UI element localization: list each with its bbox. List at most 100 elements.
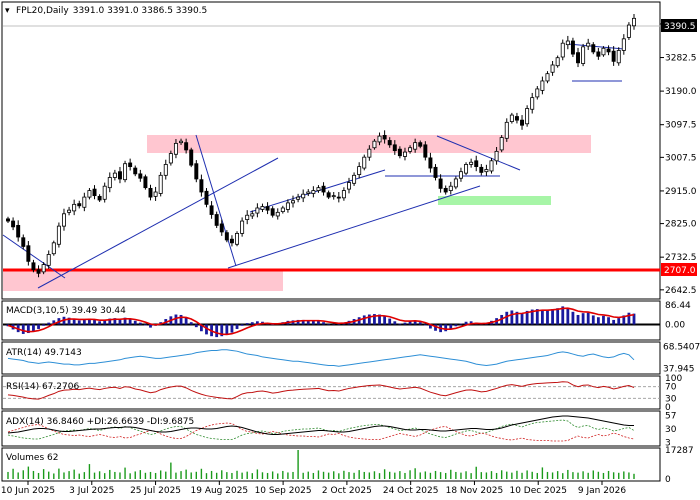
candle-body — [92, 188, 97, 197]
macd-bar — [586, 312, 590, 325]
candle-body — [464, 164, 469, 174]
macd-bar — [144, 324, 147, 326]
candle-body — [418, 142, 423, 147]
candle-body — [499, 137, 504, 151]
macd-bar — [429, 324, 432, 329]
macd-bar — [357, 317, 361, 325]
candle-body — [97, 195, 102, 201]
macd-bar — [464, 321, 468, 325]
adx-label: ADX(14) 36.8460 +DI:26.6639 -DI:9.6875 — [6, 417, 194, 427]
candle-body — [138, 173, 143, 179]
adx-pane[interactable] — [1, 410, 661, 447]
candles-group — [6, 13, 636, 278]
date-tick-label: 18 Nov 2025 — [446, 486, 504, 496]
macd-bar — [189, 322, 193, 325]
candle-body — [367, 148, 372, 158]
macd-bar — [617, 318, 621, 325]
candle-body — [270, 208, 275, 216]
macd-bar — [240, 324, 244, 326]
candle-body — [540, 80, 545, 91]
candle-body — [179, 140, 184, 144]
rsi-tick-label: 100 — [665, 374, 682, 384]
candle-body — [51, 242, 56, 255]
candle-body — [184, 142, 189, 151]
candle-body — [173, 142, 178, 155]
macd-bar — [546, 310, 549, 325]
date-tick-label: 10 Jun 2025 — [1, 486, 55, 496]
candle-body — [357, 166, 362, 175]
candle-body — [336, 196, 341, 199]
price-tick-label: 2825.0 — [665, 220, 697, 230]
candle-body — [402, 151, 407, 157]
macd-bar — [26, 324, 30, 334]
macd-bar — [469, 321, 473, 325]
macd-bar — [373, 314, 376, 325]
candle-body — [611, 50, 616, 62]
macd-label: MACD(3,10,5) 39.49 30.44 — [6, 306, 126, 316]
macd-bar — [32, 324, 35, 332]
date-tick-label: 10 Dec 2025 — [509, 486, 567, 496]
date-tick-label: 9 Jan 2026 — [578, 486, 626, 496]
macd-bar — [225, 324, 229, 335]
macd-bar — [581, 313, 585, 325]
price-tick-label: 3282.5 — [665, 54, 697, 64]
macd-bar — [301, 319, 305, 325]
candle-body — [626, 24, 631, 38]
candle-body — [443, 187, 448, 193]
channel-lower — [227, 185, 481, 269]
volume-pane[interactable] — [1, 447, 661, 482]
macd-bar — [306, 320, 310, 325]
candle-body — [133, 167, 138, 175]
candle-body — [632, 17, 636, 27]
candle-body — [46, 254, 51, 266]
green-zone — [438, 196, 551, 205]
date-tick-label: 25 Jul 2025 — [130, 486, 181, 496]
adx-line — [7, 415, 634, 435]
candle-body — [601, 47, 606, 56]
candle-body — [296, 196, 301, 200]
macd-bar — [413, 320, 417, 325]
candle-body — [570, 40, 575, 55]
candle-body — [265, 206, 270, 211]
candle-body — [514, 116, 519, 121]
candle-body — [413, 142, 418, 150]
candle-body — [21, 237, 26, 247]
candle-body — [535, 88, 540, 98]
rsi-label: RSI(14) 67.2706 — [6, 382, 79, 392]
candle-body — [153, 191, 158, 197]
price-tick-label: 2732.5 — [665, 253, 697, 263]
macd-bar — [612, 319, 616, 325]
candle-body — [347, 182, 351, 190]
macd-bar — [632, 313, 636, 325]
rsi-tick-label: 30 — [665, 394, 677, 404]
trendline-2 — [37, 157, 279, 289]
candle-body — [489, 160, 494, 172]
macd-bar — [602, 315, 605, 325]
candle-body — [189, 149, 194, 166]
atr-pane[interactable] — [1, 341, 661, 375]
candle-body — [62, 213, 66, 227]
annotations — [2, 25, 660, 291]
candle-body — [596, 51, 601, 57]
macd-bar — [540, 309, 544, 325]
candle-body — [576, 52, 580, 64]
candle-body — [31, 262, 36, 271]
candle-body — [163, 164, 168, 176]
price-tick-label: 3007.5 — [665, 153, 697, 163]
candle-body — [606, 48, 611, 53]
candle-body — [326, 192, 331, 198]
macd-pane[interactable] — [1, 300, 661, 341]
macd-bar — [576, 314, 580, 325]
minus-di-line — [7, 422, 635, 442]
candle-body — [591, 44, 596, 53]
candle-body — [204, 190, 209, 205]
adx-tick-label: 30 — [665, 425, 677, 435]
macd-bar — [98, 321, 102, 325]
rsi-pane[interactable] — [1, 375, 661, 410]
volume-label: Volumes 62 — [6, 453, 58, 463]
candle-body — [199, 179, 204, 193]
macd-bar — [174, 314, 178, 325]
candle-body — [382, 134, 387, 140]
price-pane[interactable] — [1, 1, 661, 300]
candle-body — [616, 50, 621, 64]
